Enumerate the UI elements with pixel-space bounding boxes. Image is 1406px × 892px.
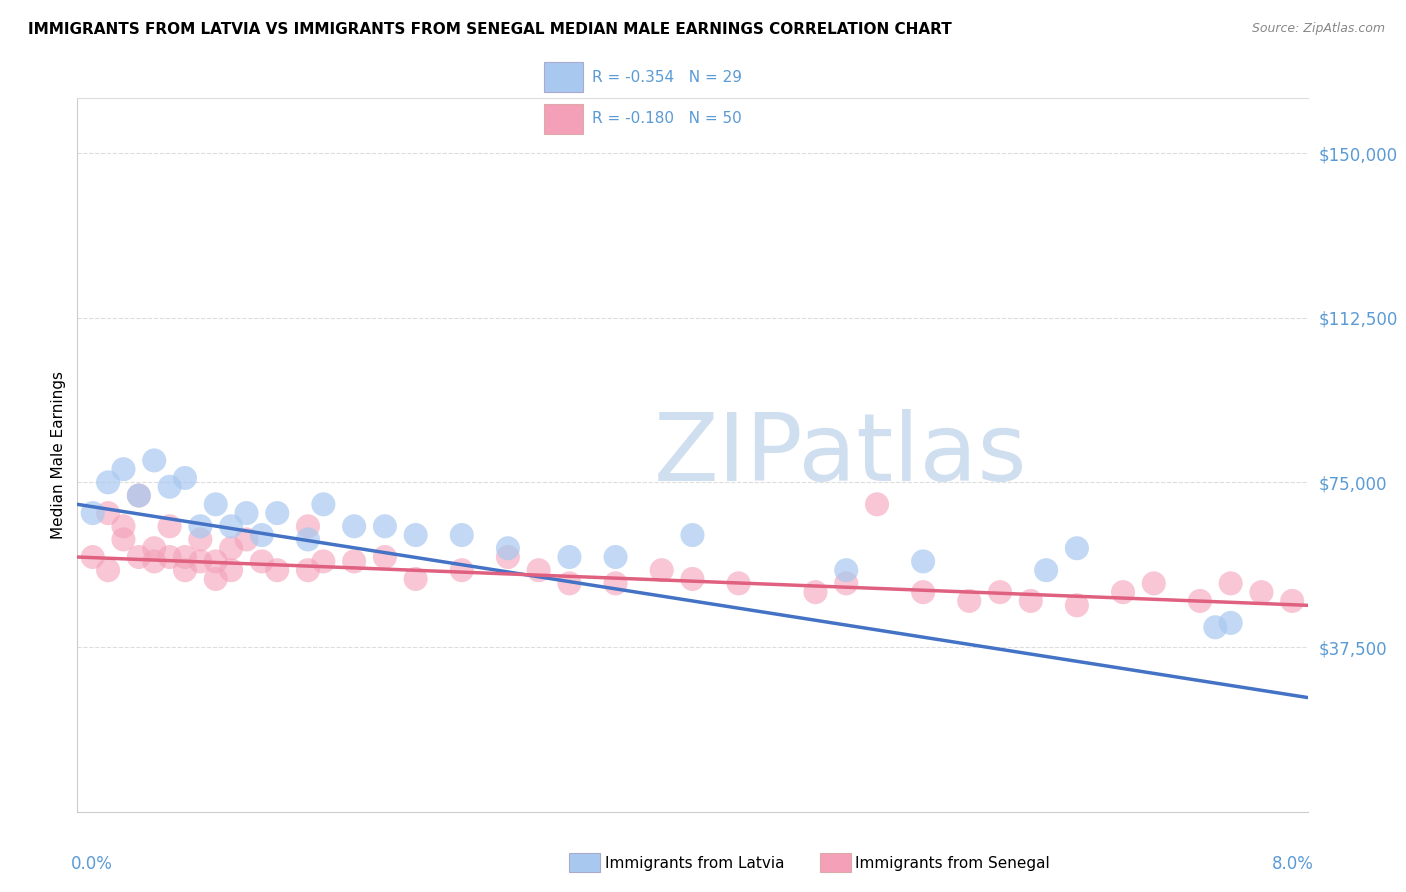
Point: [1019, 594, 1042, 608]
Text: ZIPatlas: ZIPatlas: [654, 409, 1026, 501]
Point: [82, 506, 104, 520]
Point: [527, 563, 550, 577]
Point: [97, 506, 120, 520]
Point: [405, 528, 427, 542]
Point: [219, 541, 242, 556]
Point: [188, 554, 212, 568]
Point: [128, 489, 150, 503]
Point: [450, 563, 472, 577]
Point: [235, 533, 257, 547]
Point: [804, 585, 827, 599]
Point: [250, 554, 273, 568]
Point: [1112, 585, 1135, 599]
Point: [727, 576, 749, 591]
Point: [235, 506, 257, 520]
Point: [250, 528, 273, 542]
Point: [143, 554, 166, 568]
Point: [1250, 585, 1272, 599]
Point: [266, 563, 288, 577]
Point: [188, 519, 212, 533]
Point: [496, 549, 519, 564]
Point: [866, 497, 889, 511]
Point: [159, 519, 181, 533]
Point: [1219, 576, 1241, 591]
Point: [682, 528, 704, 542]
Point: [1066, 541, 1088, 556]
Point: [297, 533, 319, 547]
Point: [558, 549, 581, 564]
Text: R = -0.354   N = 29: R = -0.354 N = 29: [592, 70, 742, 85]
Point: [835, 576, 858, 591]
Point: [912, 554, 935, 568]
Point: [1143, 576, 1166, 591]
Point: [374, 549, 396, 564]
Point: [957, 594, 980, 608]
Point: [174, 471, 197, 485]
Point: [143, 541, 166, 556]
Point: [266, 506, 288, 520]
Point: [297, 563, 319, 577]
Point: [204, 497, 226, 511]
Point: [405, 572, 427, 586]
FancyBboxPatch shape: [544, 62, 582, 92]
Point: [219, 563, 242, 577]
Point: [297, 519, 319, 533]
Point: [605, 576, 627, 591]
Point: [1188, 594, 1211, 608]
Y-axis label: Median Male Earnings: Median Male Earnings: [51, 371, 66, 539]
Point: [312, 554, 335, 568]
Point: [496, 541, 519, 556]
Point: [159, 480, 181, 494]
Point: [174, 563, 197, 577]
Point: [605, 549, 627, 564]
Text: Immigrants from Senegal: Immigrants from Senegal: [855, 856, 1050, 871]
Point: [174, 549, 197, 564]
Point: [558, 576, 581, 591]
Point: [82, 549, 104, 564]
Point: [343, 554, 366, 568]
Text: 8.0%: 8.0%: [1272, 855, 1313, 872]
Text: R = -0.180   N = 50: R = -0.180 N = 50: [592, 112, 742, 126]
Point: [374, 519, 396, 533]
Point: [128, 489, 150, 503]
Point: [450, 528, 472, 542]
Text: Source: ZipAtlas.com: Source: ZipAtlas.com: [1251, 22, 1385, 36]
Text: 0.0%: 0.0%: [72, 855, 112, 872]
Point: [912, 585, 935, 599]
Point: [128, 549, 150, 564]
Point: [112, 519, 135, 533]
Point: [1204, 620, 1226, 634]
Point: [143, 453, 166, 467]
Point: [188, 533, 212, 547]
Point: [1035, 563, 1057, 577]
Point: [988, 585, 1011, 599]
Point: [204, 554, 226, 568]
Point: [682, 572, 704, 586]
Point: [159, 549, 181, 564]
Point: [1281, 594, 1303, 608]
Point: [835, 563, 858, 577]
Point: [204, 572, 226, 586]
Point: [651, 563, 673, 577]
FancyBboxPatch shape: [544, 104, 582, 134]
Point: [112, 462, 135, 476]
Text: Immigrants from Latvia: Immigrants from Latvia: [605, 856, 785, 871]
Point: [112, 533, 135, 547]
Point: [97, 475, 120, 490]
Text: IMMIGRANTS FROM LATVIA VS IMMIGRANTS FROM SENEGAL MEDIAN MALE EARNINGS CORRELATI: IMMIGRANTS FROM LATVIA VS IMMIGRANTS FRO…: [28, 22, 952, 37]
Point: [219, 519, 242, 533]
Point: [343, 519, 366, 533]
Point: [312, 497, 335, 511]
Point: [97, 563, 120, 577]
Point: [1066, 599, 1088, 613]
Point: [1219, 615, 1241, 630]
